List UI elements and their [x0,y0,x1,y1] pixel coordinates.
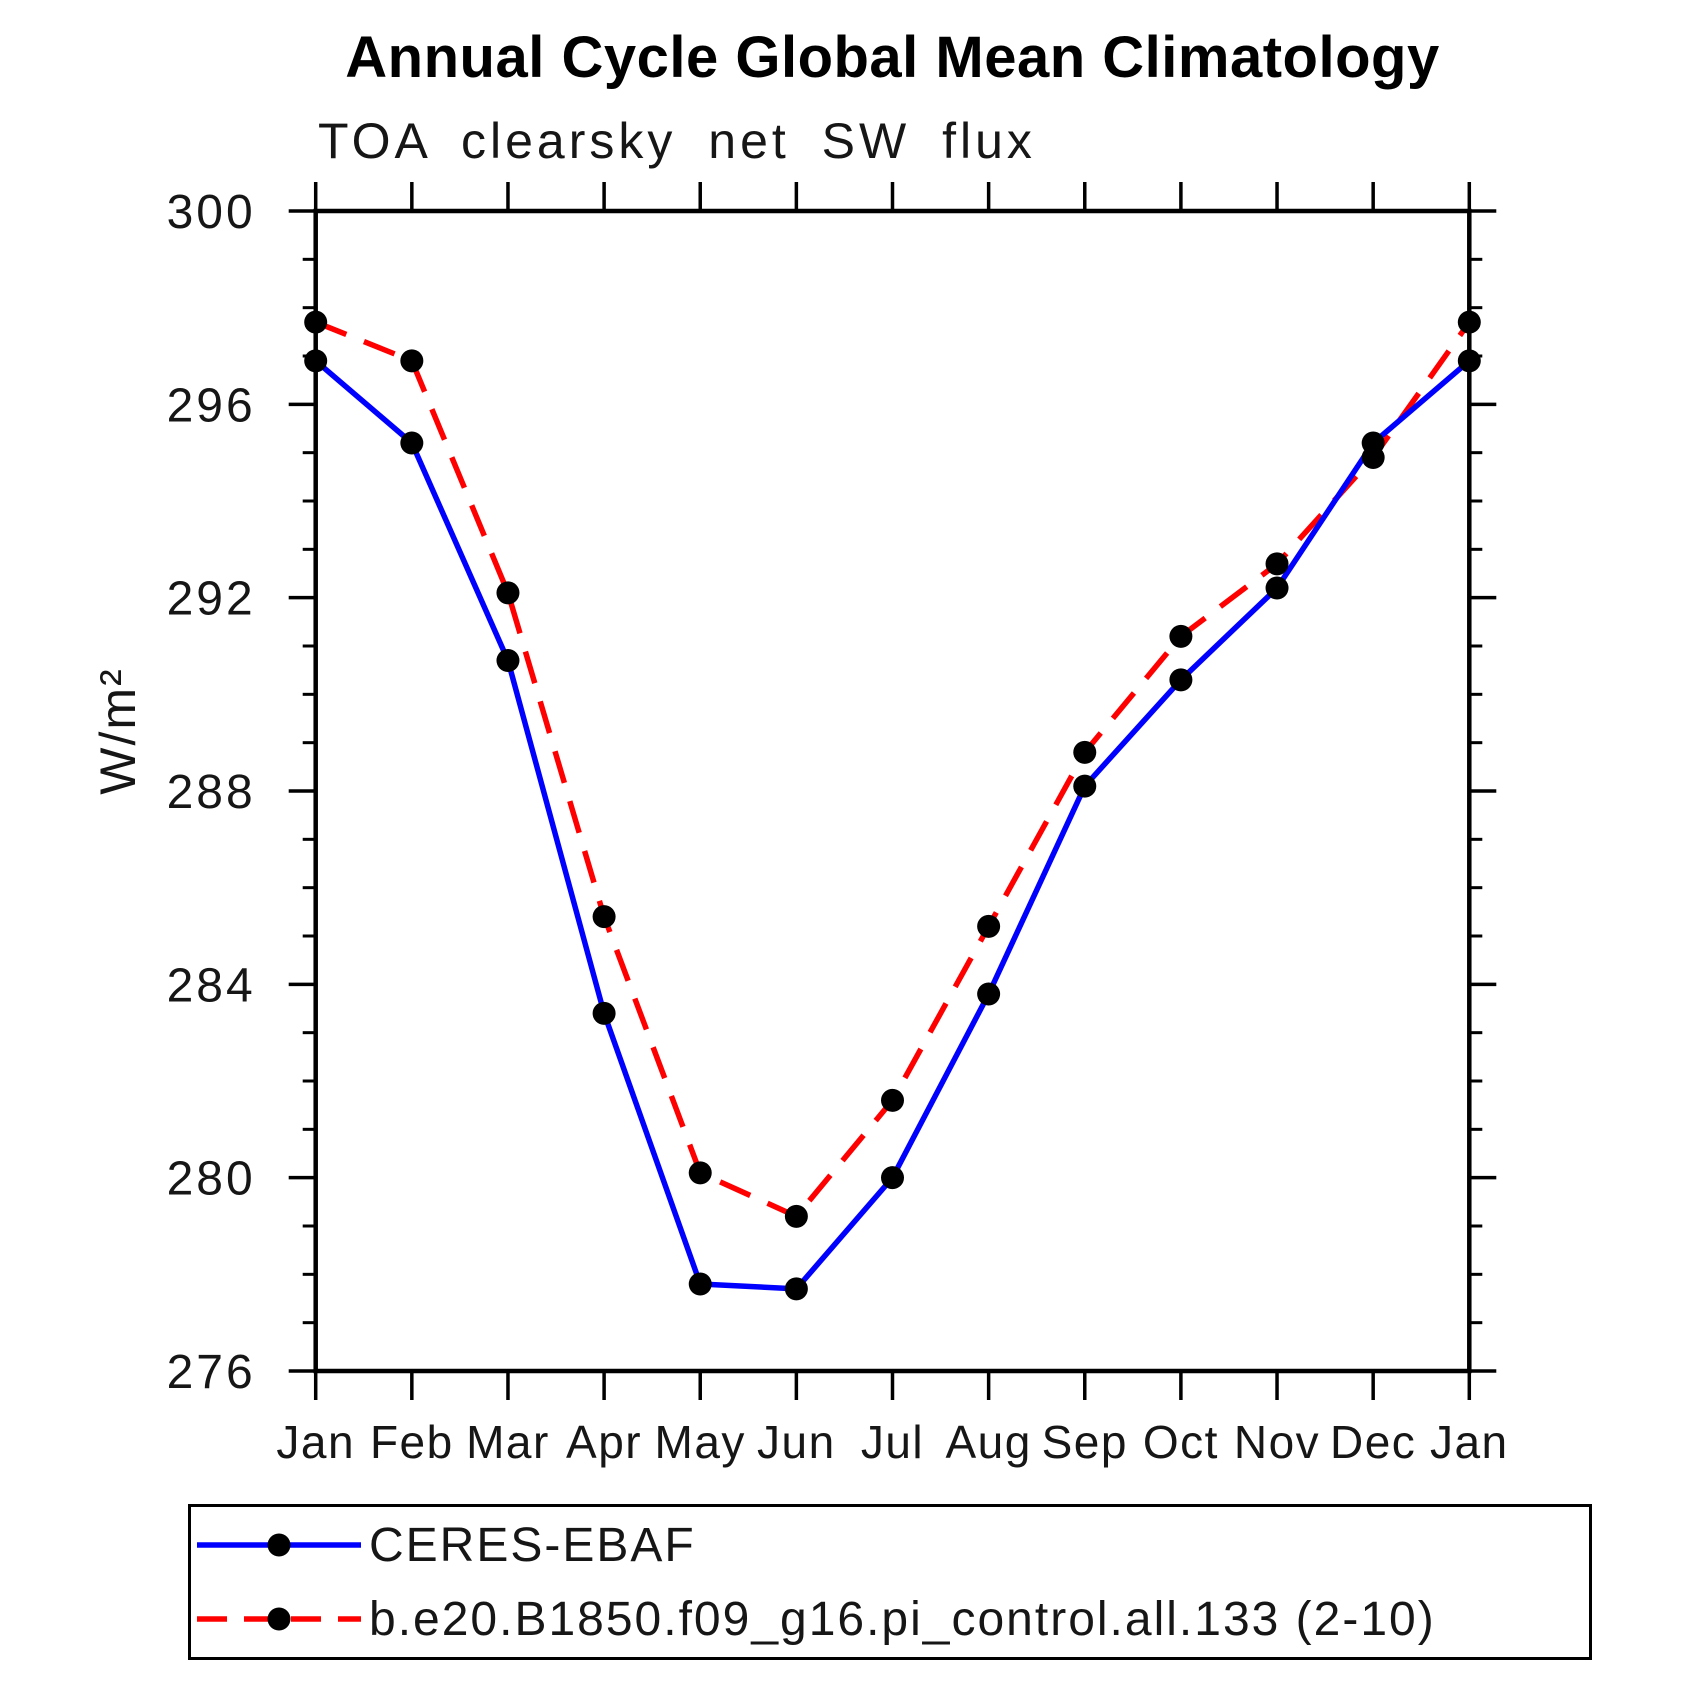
y-axis-label: W/m² [90,667,146,794]
data-point-marker [1457,310,1481,334]
data-point-marker [592,1001,616,1025]
series-markers-ceres-ebaf [304,349,1481,1301]
y-tick-label: 284 [167,959,256,1012]
data-point-marker [1265,552,1289,576]
data-point-marker [1073,740,1097,764]
x-tick-label: Sep [1042,1416,1128,1468]
y-axis-ticks: 276 280 284 288 292 296 300 [167,186,1497,1399]
x-tick-label: Jul [861,1416,924,1468]
y-tick-label: 288 [167,766,256,819]
legend-label: b.e20.B1850.f09_g16.pi_control.all.133 (… [369,1592,1436,1646]
plot-frame [313,208,1472,1374]
legend-item-model: b.e20.B1850.f09_g16.pi_control.all.133 (… [191,1583,1589,1655]
legend-marker-dot [267,1607,291,1631]
legend-label: CERES-EBAF [369,1518,696,1572]
series-markers-model [304,310,1481,1228]
data-point-marker [1457,349,1481,373]
y-tick-label: 300 [167,186,256,239]
y-tick-label: 292 [167,573,256,626]
data-point-marker [304,349,328,373]
series-line-model [314,319,1472,1220]
legend-sample-dashed-line [197,1607,361,1631]
data-point-marker [881,1088,904,1112]
legend-sample-solid-line [197,1533,361,1557]
data-point-marker [496,581,520,605]
legend-item-ceres-ebaf: CERES-EBAF [191,1509,1589,1581]
data-point-marker [496,649,520,672]
y-tick-label: 296 [167,379,256,432]
x-tick-label: Feb [370,1416,454,1468]
data-point-marker [400,349,424,373]
x-tick-label: Aug [945,1416,1031,1468]
data-point-marker [1169,668,1193,692]
x-tick-label: Apr [566,1416,642,1468]
series-line-ceres-ebaf [313,358,1472,1292]
x-tick-label: Oct [1143,1416,1219,1468]
data-point-marker [304,310,328,334]
y-tick-label: 280 [167,1153,256,1206]
legend-marker-dot [267,1533,291,1557]
data-point-marker [1265,576,1289,600]
data-point-marker [784,1204,808,1228]
x-tick-label: May [655,1416,746,1468]
data-point-marker [1073,774,1097,798]
x-tick-label: Nov [1234,1416,1320,1468]
x-axis-ticks: Jan Feb Mar Apr May Jun Jul Aug Sep Oct Nov Dec Jan [276,182,1509,1468]
data-point-marker [1361,446,1385,469]
y-tick-label: 276 [167,1346,256,1399]
data-point-marker [400,431,424,455]
data-point-marker [784,1277,808,1301]
chart-subtitle: TOA clearsky net SW flux [318,113,1036,169]
data-point-marker [1169,624,1193,648]
data-point-marker [881,1166,904,1190]
data-point-marker [977,982,1001,1006]
x-tick-label: Jan [1430,1416,1509,1468]
x-tick-label: Jan [276,1416,355,1468]
data-point-marker [592,905,616,929]
data-point-marker [688,1272,712,1296]
chart-title: Annual Cycle Global Mean Climatology [345,25,1440,90]
legend: CERES-EBAF b.e20.B1850.f09_g16.pi_contro… [188,1504,1592,1660]
x-tick-label: Jun [757,1416,836,1468]
x-tick-label: Mar [466,1416,550,1468]
data-point-marker [977,914,1001,938]
x-tick-label: Dec [1330,1416,1416,1468]
data-point-marker [688,1161,712,1185]
